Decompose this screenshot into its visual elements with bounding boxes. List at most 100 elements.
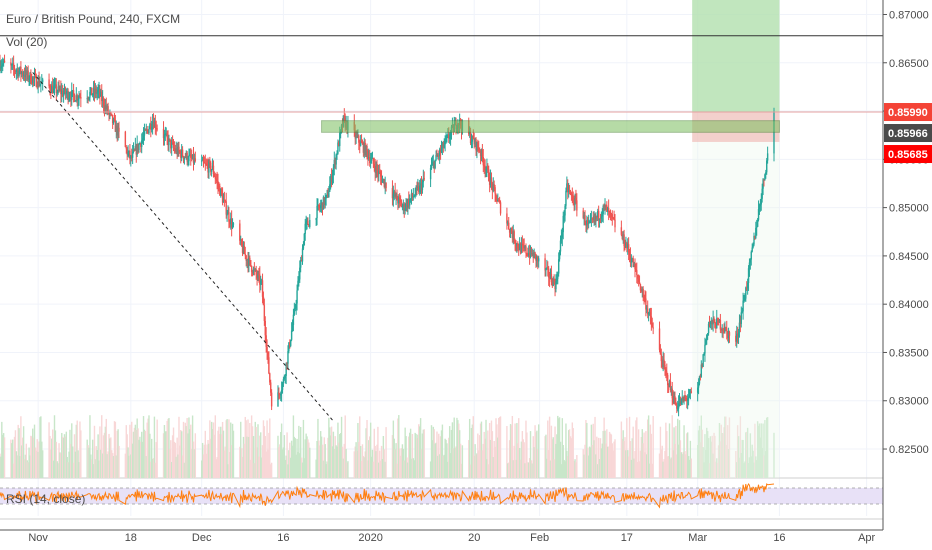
- volume-bar: [252, 436, 255, 478]
- candle-body: [267, 351, 269, 358]
- candle-body: [176, 148, 178, 155]
- candle-body: [143, 129, 146, 136]
- candle-body: [128, 150, 130, 153]
- volume-bar: [748, 457, 751, 478]
- candle-body: [631, 258, 633, 262]
- candle-body: [395, 193, 397, 197]
- volume-bar: [61, 432, 63, 478]
- candle-body: [399, 197, 401, 200]
- time-tick-label: 17: [621, 532, 633, 544]
- volume-bar: [241, 456, 244, 478]
- volume-bar: [106, 454, 108, 478]
- volume-bar: [514, 423, 516, 478]
- volume-bar: [224, 446, 226, 478]
- volume-bar: [638, 461, 641, 478]
- volume-bar: [410, 458, 413, 478]
- volume-bar: [286, 432, 288, 478]
- candle-body: [129, 150, 131, 159]
- candle-body: [67, 90, 69, 100]
- volume-bar: [302, 419, 305, 478]
- volume-bar: [359, 445, 362, 478]
- candle-body: [36, 86, 38, 88]
- candle-body: [248, 257, 250, 267]
- volume-bar: [625, 450, 627, 478]
- volume-bar: [260, 432, 262, 478]
- volume-bar: [268, 432, 270, 478]
- volume-bar: [55, 441, 58, 478]
- volume-bar: [646, 454, 648, 478]
- candle-body: [154, 121, 157, 129]
- candle-body: [226, 214, 228, 216]
- volume-bar: [520, 441, 523, 478]
- candle-body: [621, 234, 623, 240]
- volume-bar: [592, 423, 594, 478]
- volume-bar: [114, 421, 117, 478]
- candle-body: [266, 346, 268, 352]
- volume-bar: [96, 450, 98, 478]
- volume-bar: [101, 453, 104, 478]
- candle-body: [355, 134, 357, 139]
- volume-bar: [393, 438, 395, 478]
- volume-bar: [555, 443, 557, 478]
- volume-bar: [613, 441, 615, 478]
- candle-body: [676, 408, 679, 410]
- candle-body: [188, 155, 190, 162]
- volume-bar: [107, 451, 109, 478]
- volume-bar: [639, 450, 642, 478]
- price-tick-label: 0.84000: [889, 299, 929, 311]
- volume-bar: [144, 430, 147, 478]
- volume-bar: [458, 423, 460, 478]
- volume-bar: [110, 437, 112, 478]
- volume-bar: [755, 456, 757, 478]
- candle-body: [674, 396, 676, 404]
- candle-body: [337, 142, 339, 154]
- candle-body: [735, 335, 737, 342]
- volume-bar: [145, 456, 147, 478]
- volume-bar: [14, 430, 17, 478]
- volume-bar: [409, 432, 411, 478]
- candle-body: [479, 151, 482, 156]
- volume-bar: [493, 440, 495, 478]
- volume-bar: [219, 434, 221, 478]
- volume-bar: [534, 425, 536, 478]
- volume-bar: [632, 426, 634, 478]
- volume-bar: [757, 425, 760, 478]
- volume-bar: [299, 427, 302, 478]
- volume-bar: [67, 462, 69, 478]
- volume-bar: [487, 430, 489, 478]
- candle-body: [743, 300, 745, 302]
- candle-body: [641, 288, 643, 291]
- candle-body: [526, 253, 528, 255]
- volume-bar: [164, 431, 167, 478]
- volume-bar: [222, 430, 225, 478]
- volume-bar: [303, 458, 306, 478]
- candle-body: [518, 248, 520, 251]
- candle-body: [575, 197, 577, 201]
- candle-body: [116, 125, 118, 136]
- volume-bar: [113, 421, 116, 478]
- candle-body: [510, 229, 513, 234]
- volume-bar: [492, 456, 494, 478]
- candle-body: [700, 364, 703, 377]
- volume-bar: [490, 420, 493, 478]
- volume-bar: [116, 430, 118, 478]
- volume-bar: [633, 458, 635, 478]
- volume-bar: [546, 458, 548, 478]
- volume-bar: [48, 422, 50, 478]
- volume-bar: [353, 451, 355, 478]
- time-tick-label: 2020: [358, 532, 382, 544]
- volume-bar: [361, 444, 364, 478]
- volume-bar: [194, 433, 197, 478]
- candle-body: [360, 141, 363, 143]
- volume-bar: [384, 461, 386, 478]
- volume-bar: [34, 447, 37, 478]
- volume-bar: [745, 432, 747, 478]
- volume-bar: [211, 428, 214, 478]
- candle-body: [219, 186, 221, 196]
- volume-bar: [455, 446, 457, 478]
- candle-body: [446, 135, 448, 139]
- candle-body: [508, 229, 511, 233]
- candle-body: [588, 221, 591, 223]
- candle-body: [206, 164, 208, 166]
